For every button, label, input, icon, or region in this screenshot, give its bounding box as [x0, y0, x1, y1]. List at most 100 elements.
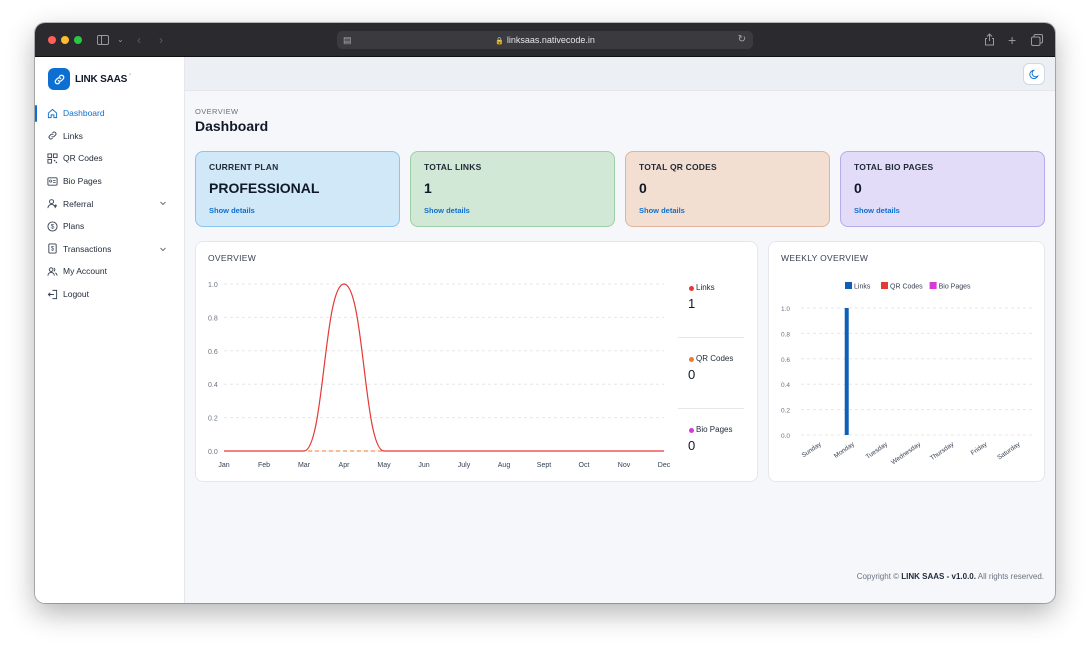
app-logo[interactable]: LINK SAAS ⸗ — [48, 67, 131, 91]
forward-icon[interactable]: › — [159, 33, 163, 47]
svg-text:$: $ — [51, 247, 55, 253]
x-tick-label: Tuesday — [865, 440, 890, 460]
new-tab-icon[interactable]: + — [1008, 32, 1017, 48]
sidebar-item-label: Plans — [63, 221, 85, 232]
lock-icon: 🔒 — [495, 38, 504, 45]
legend-dot-links — [689, 286, 694, 291]
x-tick-label: Wednesday — [890, 440, 923, 466]
sidebar-item-referral[interactable]: Referral — [35, 192, 185, 215]
legend-label-links: Links — [696, 283, 715, 292]
legend-divider — [678, 408, 744, 409]
chevron-down-icon[interactable]: ⌄ — [117, 35, 124, 44]
x-tick-label: Saturday — [996, 440, 1022, 461]
sidebar-item-label: Transactions — [63, 243, 112, 254]
overview-panel: OVERVIEW 1.0 0.8 0.6 0.4 0.2 0.0 Jan Feb Mar Apr M… — [195, 241, 758, 482]
y-tick-label: 0.6 — [781, 357, 790, 364]
sidebar-item-transactions[interactable]: $ Transactions — [35, 238, 185, 261]
panel-title: WEEKLY OVERVIEW — [781, 253, 869, 263]
y-tick-label: 0.4 — [781, 382, 790, 389]
legend-dot-qr-codes — [689, 357, 694, 362]
link-icon — [47, 130, 58, 141]
logo-mark: ⸗ — [129, 72, 132, 78]
back-icon[interactable]: ‹ — [137, 33, 141, 47]
page-title: Dashboard — [195, 118, 269, 134]
svg-text:$: $ — [51, 223, 55, 230]
footer-copyright: Copyright © LINK SAAS - v1.0.0. All righ… — [856, 572, 1044, 581]
chevron-down-icon[interactable] — [159, 245, 167, 253]
x-tick-label: May — [377, 462, 391, 469]
x-tick-label: Apr — [339, 462, 351, 469]
address-bar[interactable]: ▤ 🔒 linksaas.nativecode.in ↻ — [337, 31, 753, 49]
show-details-link[interactable]: Show details — [639, 206, 685, 215]
x-tick-label: Mar — [298, 462, 311, 469]
y-tick-label: 0.4 — [208, 382, 218, 389]
app-topbar — [185, 57, 1055, 91]
stat-card-current-plan: CURRENT PLAN PROFESSIONAL Show details — [195, 151, 400, 227]
legend-swatch-bio-pages — [929, 282, 937, 289]
x-tick-label: Oct — [579, 462, 590, 469]
x-tick-label: Jan — [218, 462, 229, 469]
browser-toolbar: ⌄ ‹ › ▤ 🔒 linksaas.nativecode.in ↻ + — [35, 23, 1055, 57]
url-text: 🔒 linksaas.nativecode.in — [495, 35, 595, 45]
stat-value: 0 — [854, 180, 862, 196]
x-tick-label: Thursday — [929, 440, 956, 462]
theme-toggle-button[interactable] — [1023, 63, 1045, 85]
x-tick-label: Dec — [658, 462, 671, 469]
x-tick-label: Sunday — [801, 440, 824, 459]
weekly-overview-panel: WEEKLY OVERVIEW Links QR Codes Bio Pages 1.… — [768, 241, 1045, 482]
sidebar-nav: Dashboard Links QR Codes Bio Pages Refer… — [35, 102, 185, 305]
dollar-icon: $ — [47, 221, 58, 232]
y-tick-label: 1.0 — [781, 306, 790, 313]
sidebar-item-logout[interactable]: Logout — [35, 283, 185, 306]
reload-icon[interactable]: ↻ — [737, 34, 746, 45]
x-tick-label: Sept — [537, 462, 551, 469]
x-tick-label: Nov — [618, 462, 631, 469]
y-tick-label: 0.0 — [781, 433, 790, 440]
bio-page-icon — [47, 176, 58, 187]
sidebar-item-links[interactable]: Links — [35, 125, 185, 148]
show-details-link[interactable]: Show details — [209, 206, 255, 215]
stat-card-total-links: TOTAL LINKS 1 Show details — [410, 151, 615, 227]
reader-icon[interactable]: ▤ — [343, 35, 352, 45]
sidebar-item-label: Referral — [63, 198, 94, 209]
sidebar-item-bio-pages[interactable]: Bio Pages — [35, 170, 185, 193]
y-tick-label: 0.2 — [208, 416, 218, 423]
close-window-button[interactable] — [48, 36, 56, 44]
tab-overview-icon[interactable] — [1031, 23, 1043, 59]
sidebar-item-plans[interactable]: $ Plans — [35, 215, 185, 238]
legend-divider — [678, 337, 744, 338]
stat-value: 0 — [639, 180, 647, 196]
stat-label: TOTAL LINKS — [424, 162, 482, 172]
share-icon[interactable] — [984, 23, 995, 59]
legend-label-qr-codes: QR Codes — [890, 284, 923, 291]
stat-label: CURRENT PLAN — [209, 162, 279, 172]
show-details-link[interactable]: Show details — [854, 206, 900, 215]
y-tick-label: 1.0 — [208, 282, 218, 289]
sidebar-toggle-icon[interactable] — [97, 23, 109, 58]
sidebar-item-label: Bio Pages — [63, 176, 102, 187]
maximize-window-button[interactable] — [74, 36, 82, 44]
sidebar-item-dashboard[interactable]: Dashboard — [35, 102, 185, 125]
x-tick-label: Aug — [498, 462, 511, 469]
sidebar-item-my-account[interactable]: My Account — [35, 260, 185, 283]
page-overline: OVERVIEW — [195, 107, 239, 116]
sidebar-item-label: QR Codes — [63, 153, 103, 164]
chevron-down-icon[interactable] — [159, 199, 167, 207]
legend-value-bio-pages: 0 — [688, 438, 696, 453]
sidebar-item-label: Logout — [63, 289, 89, 300]
moon-icon — [1028, 69, 1039, 79]
x-tick-label: July — [458, 462, 471, 469]
minimize-window-button[interactable] — [61, 36, 69, 44]
sidebar-item-qr-codes[interactable]: QR Codes — [35, 147, 185, 170]
legend-swatch-links — [845, 282, 852, 289]
referral-icon — [47, 198, 58, 209]
sidebar-item-label: My Account — [63, 266, 107, 277]
weekly-bar-chart: Links QR Codes Bio Pages 1.0 0.8 0.6 0.4 0.2 0.0… — [781, 282, 1033, 466]
y-tick-label: 0.8 — [781, 331, 790, 338]
show-details-link[interactable]: Show details — [424, 206, 470, 215]
sidebar: LINK SAAS ⸗ Dashboard Links QR Codes Bio… — [35, 57, 185, 603]
legend-label-bio-pages: Bio Pages — [696, 425, 733, 434]
stat-value: 1 — [424, 180, 432, 196]
sidebar-item-label: Dashboard — [63, 108, 105, 119]
